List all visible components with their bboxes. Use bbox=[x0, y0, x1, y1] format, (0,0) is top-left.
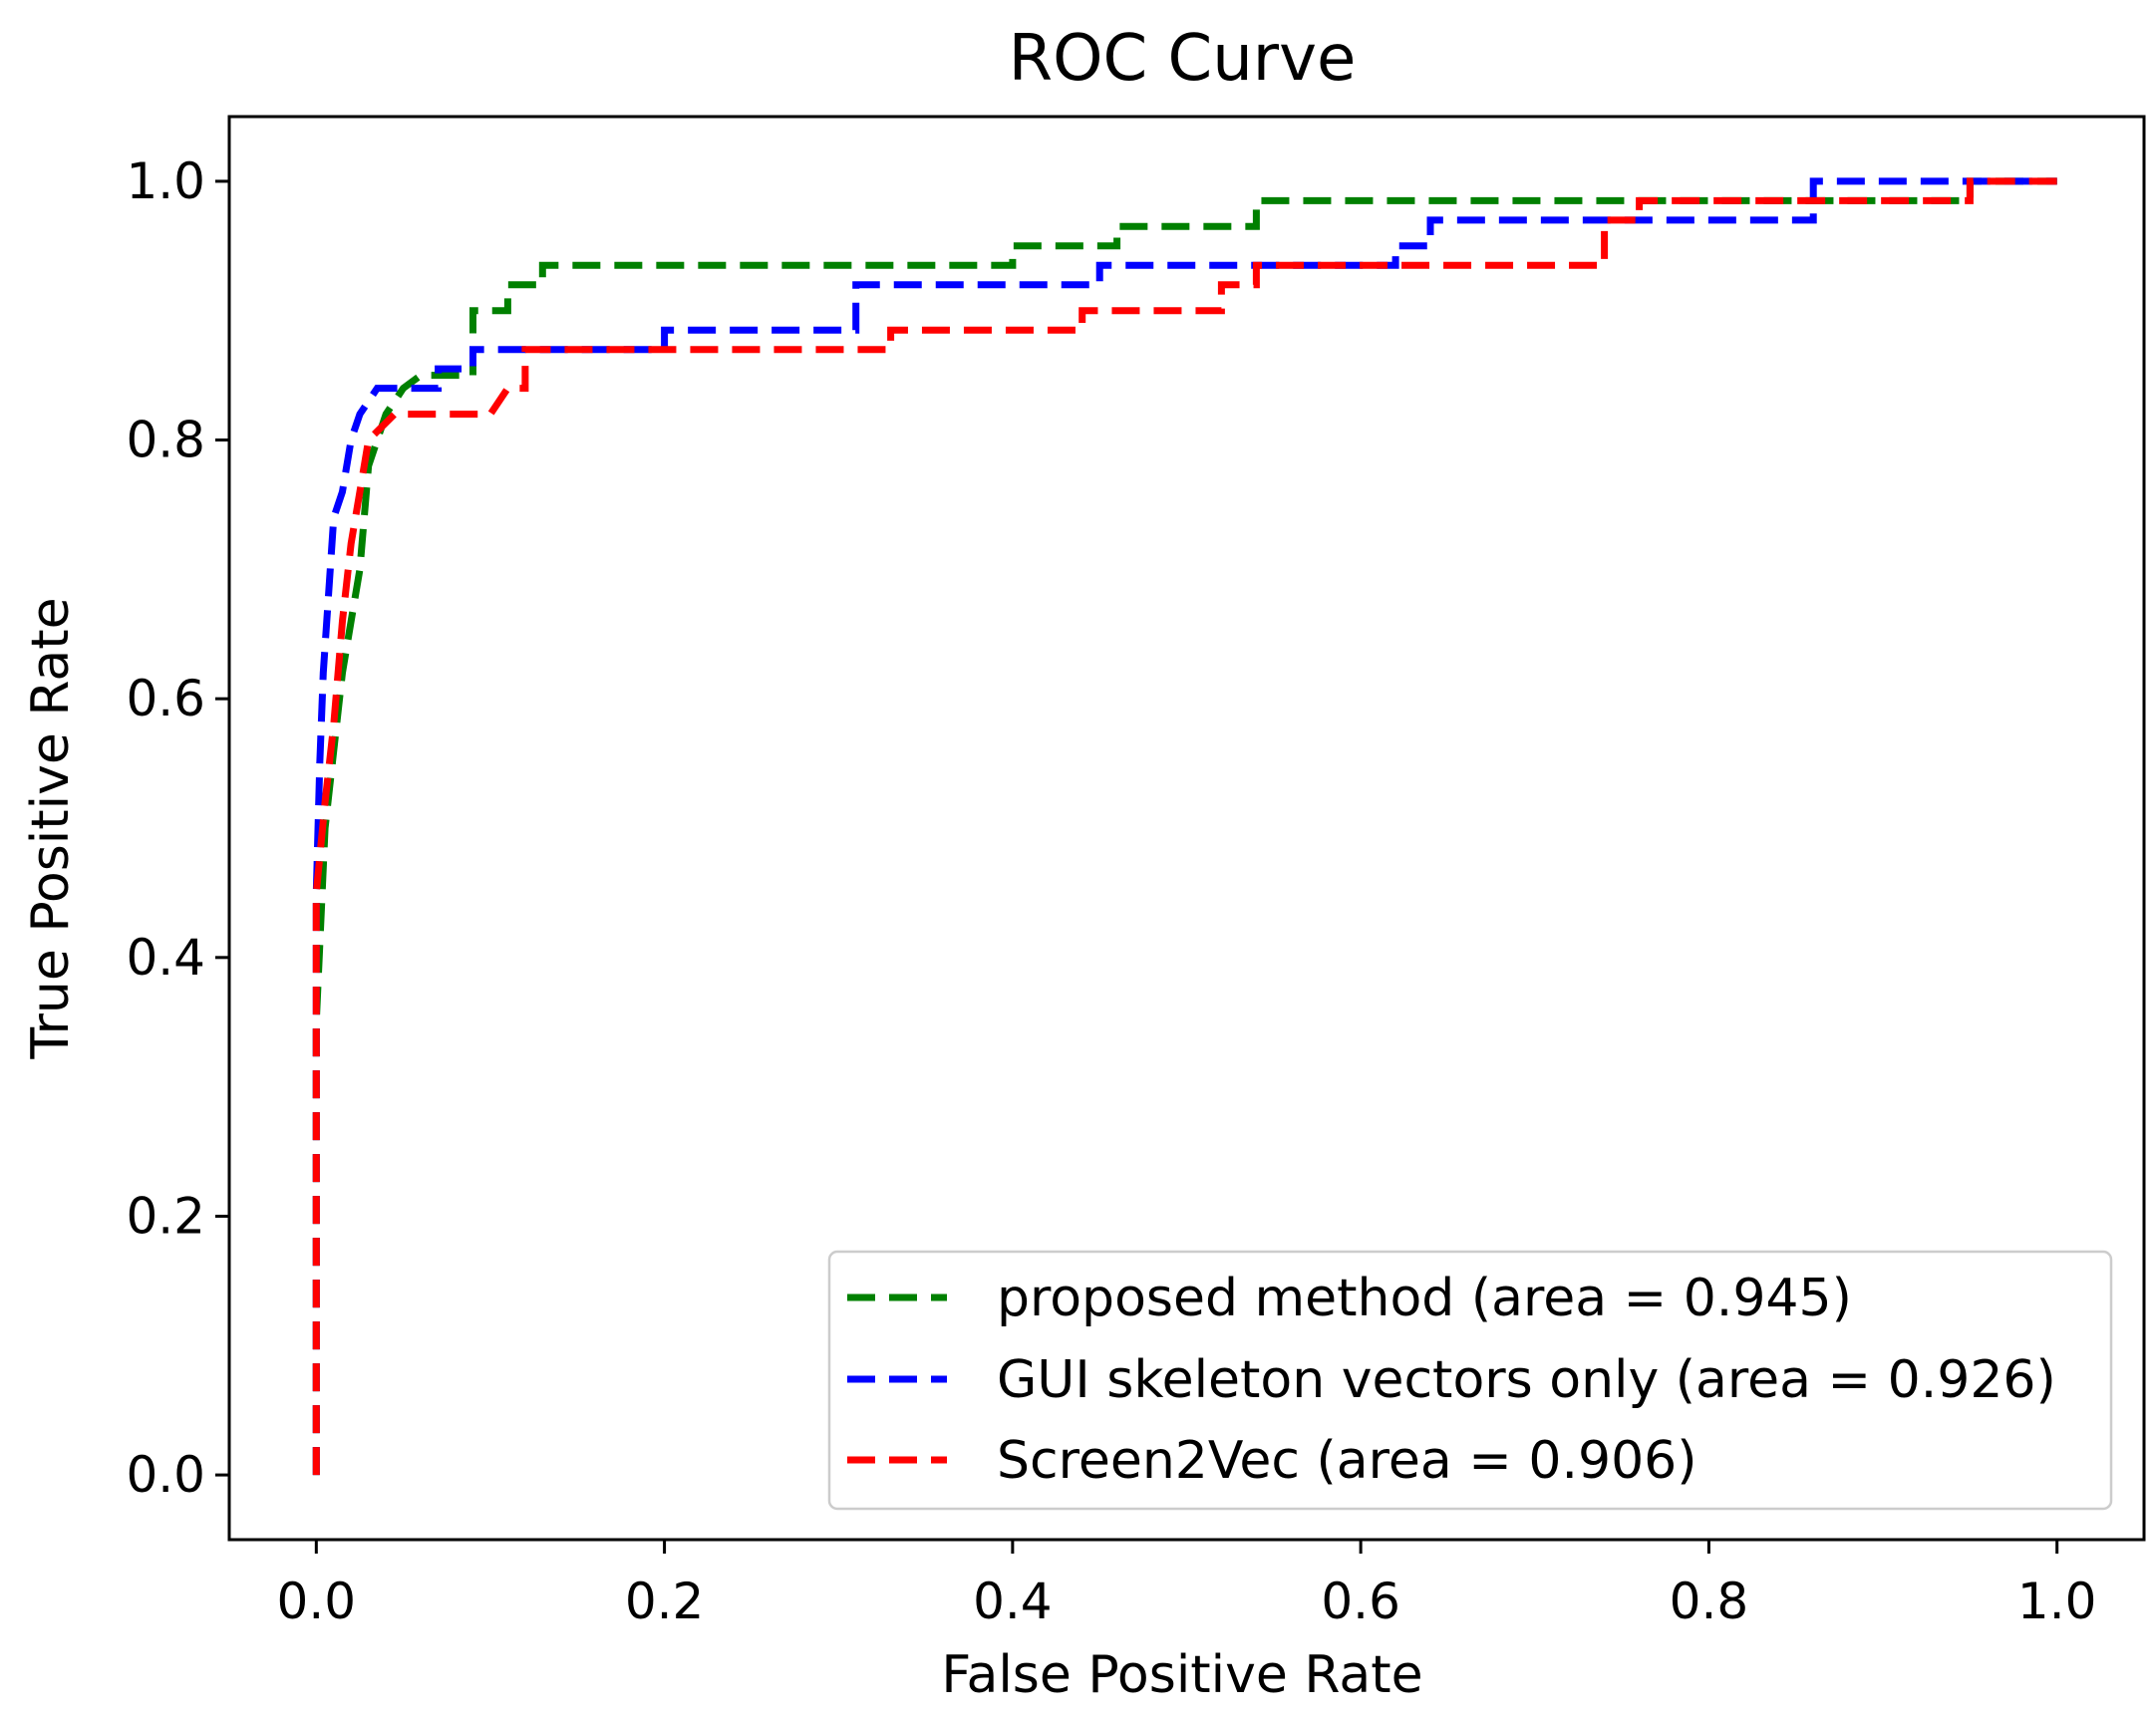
y-tick-label: 0.2 bbox=[126, 1187, 205, 1245]
plot-area bbox=[227, 115, 2146, 1542]
y-tick-label: 1.0 bbox=[126, 152, 205, 210]
x-axis: 0.0 0.2 0.4 0.6 0.8 1.0 bbox=[277, 1540, 2097, 1630]
series-line-1 bbox=[312, 177, 2057, 1476]
y-tick-label: 0.0 bbox=[126, 1446, 205, 1504]
x-tick-label: 0.0 bbox=[277, 1573, 357, 1630]
legend: proposed method (area = 0.945) GUI skelet… bbox=[827, 1250, 2113, 1511]
legend-label-3: Screen2Vec (area = 0.906) bbox=[997, 1431, 1697, 1491]
x-axis-label: False Positive Rate bbox=[941, 1645, 1422, 1705]
legend-label-2: GUI skeleton vectors only (area = 0.926) bbox=[997, 1350, 2056, 1410]
y-tick-label: 0.4 bbox=[126, 929, 205, 987]
y-tick-label: 0.8 bbox=[126, 412, 205, 469]
y-axis-label: True Positive Rate bbox=[21, 597, 81, 1059]
x-tick-label: 0.2 bbox=[625, 1573, 705, 1630]
x-tick-label: 0.6 bbox=[1321, 1573, 1400, 1630]
plot-frame bbox=[227, 115, 2146, 1542]
x-tick-label: 0.8 bbox=[1670, 1573, 1749, 1630]
legend-label-1: proposed method (area = 0.945) bbox=[997, 1269, 1852, 1328]
y-axis: 0.0 0.2 0.4 0.6 0.8 1.0 bbox=[126, 152, 229, 1504]
x-tick-label: 1.0 bbox=[2017, 1573, 2097, 1630]
x-tick-label: 0.4 bbox=[973, 1573, 1053, 1630]
series-line-3 bbox=[312, 177, 2057, 1476]
series-line-2 bbox=[312, 177, 2057, 1476]
y-tick-label: 0.6 bbox=[126, 670, 205, 727]
series-layer bbox=[312, 177, 2057, 1476]
chart-title: ROC Curve bbox=[1009, 22, 1357, 96]
legend-frame bbox=[827, 1250, 2113, 1511]
